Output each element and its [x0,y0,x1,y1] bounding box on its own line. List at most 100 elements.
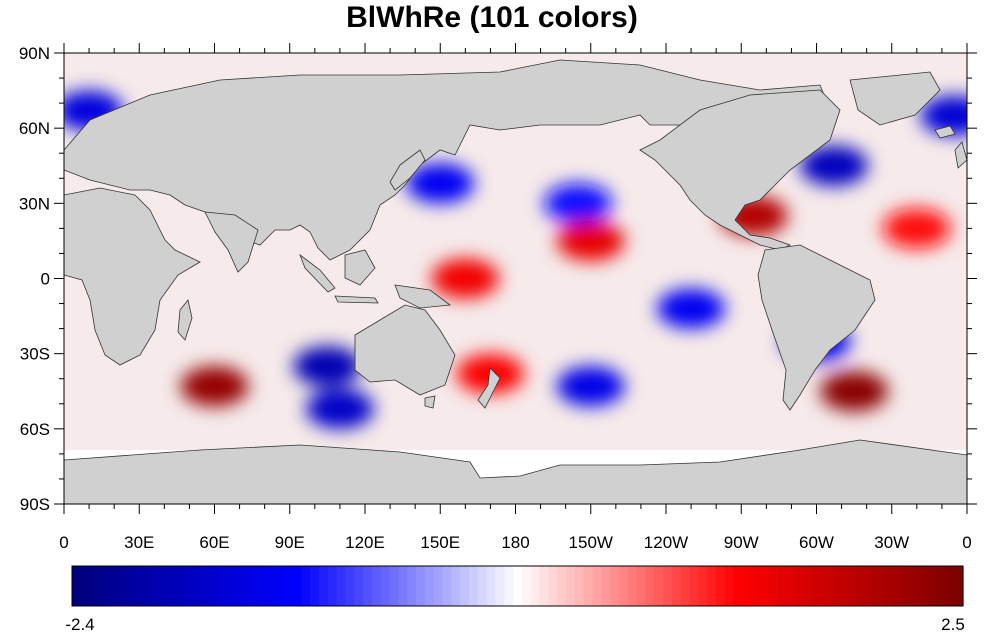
colorbar-swatch [495,566,505,606]
colorbar-swatch [424,566,435,606]
colorbar-swatch [327,566,338,606]
anomaly-blobs [64,90,967,429]
lat-label: 0 [41,270,50,289]
colorbar-swatch [98,566,108,606]
colorbar-swatch [504,566,514,606]
anomaly-blob [406,163,475,204]
latitude-labels: 90N 60N 30N 0 30S 60S 90S [19,44,50,514]
anomaly-blob [293,346,362,387]
colorbar-swatch [221,566,232,606]
colorbar-swatch [901,566,911,606]
colorbar-swatch [336,566,347,606]
colorbar-swatch [486,566,497,606]
anomaly-blob [544,183,613,224]
colorbar-swatch [804,566,814,606]
colorbar-swatch [760,566,770,606]
colorbar-swatch [283,566,294,606]
colorbar-swatch [663,566,673,606]
colorbar-swatch [574,566,585,606]
lat-label: 60S [20,420,50,439]
colorbar-swatch [416,566,426,606]
new-guinea-land [394,284,452,309]
colorbar-swatch [777,566,788,606]
colorbar-swatch [195,566,205,606]
colorbar-swatch [363,566,373,606]
colorbar-swatch [354,566,364,606]
colorbar-swatch [548,566,558,606]
colorbar-swatch [795,566,805,606]
colorbar-swatch [310,566,320,606]
british-isles-land [954,141,967,169]
lat-label: 90N [19,44,50,63]
lon-label: 150E [420,533,460,552]
colorbar-swatch [813,566,823,606]
anomaly-blob [657,288,726,329]
anomaly-blob [920,95,967,136]
colorbar-swatch [72,566,82,606]
colorbar-frame [71,565,964,607]
colorbar-swatch [460,566,470,606]
colorbar-swatch [618,566,629,606]
java-land [334,295,379,304]
colorbar-swatch [371,566,382,606]
colorbar-swatch [380,566,391,606]
colorbar-swatch [715,566,726,606]
lon-label: 30W [874,533,909,552]
lon-label: 0 [59,533,68,552]
longitude-labels: 0 30E 60E 90E 120E 150E 180 150W 120W 90W 60W 30W 0 [59,533,971,552]
new-zealand-land [477,367,501,409]
colorbar-swatch [830,566,841,606]
lon-label: 180 [501,533,529,552]
colorbar-swatch [883,566,894,606]
lat-label: 30N [19,194,50,213]
lon-label: 120E [345,533,385,552]
colorbar [72,566,964,606]
colorbar-swatch [689,566,699,606]
colorbar-swatch [539,566,549,606]
colorbar-swatch [786,566,796,606]
colorbar-swatch [292,566,302,606]
colorbar-swatch [521,566,532,606]
colorbar-swatch [177,566,188,606]
colorbar-swatch [698,566,708,606]
colorbar-swatch [204,566,214,606]
madagascar-land [177,299,193,341]
iceland-land [934,125,956,139]
colorbar-swatch [865,566,876,606]
colorbar-swatch [918,566,929,606]
colorbar-swatch [557,566,567,606]
colorbar-swatch [248,566,258,606]
lon-label: 90W [724,533,759,552]
colorbar-swatch [892,566,902,606]
colorbar-swatch [160,566,170,606]
japan-land [389,149,426,191]
lon-label: 0 [962,533,971,552]
colorbar-swatch [186,566,197,606]
colorbar-swatch [601,566,611,606]
australia-land [354,304,456,396]
lon-label: 30E [124,533,154,552]
colorbar-swatch [680,566,691,606]
lat-label: 60N [19,119,50,138]
colorbar-swatch [645,566,655,606]
anomaly-blob [556,220,625,261]
colorbar-swatch [442,566,452,606]
north-america-land [639,89,841,251]
colorbar-swatch [239,566,250,606]
colorbar-swatch [433,566,444,606]
colorbar-swatch [213,566,223,606]
colorbar-swatch [451,566,461,606]
land-masses [64,59,967,504]
anomaly-blob [305,388,374,429]
colorbar-swatch [954,566,964,606]
colorbar-swatch [89,566,100,606]
colorbar-swatch [592,566,602,606]
lon-label: 60E [199,533,229,552]
antarctica-land [64,439,967,504]
colorbar-swatch [398,566,408,606]
colorbar-swatch [133,566,144,606]
anomaly-blob [800,145,869,186]
colorbar-swatch [566,566,576,606]
lat-label: 90S [20,495,50,514]
